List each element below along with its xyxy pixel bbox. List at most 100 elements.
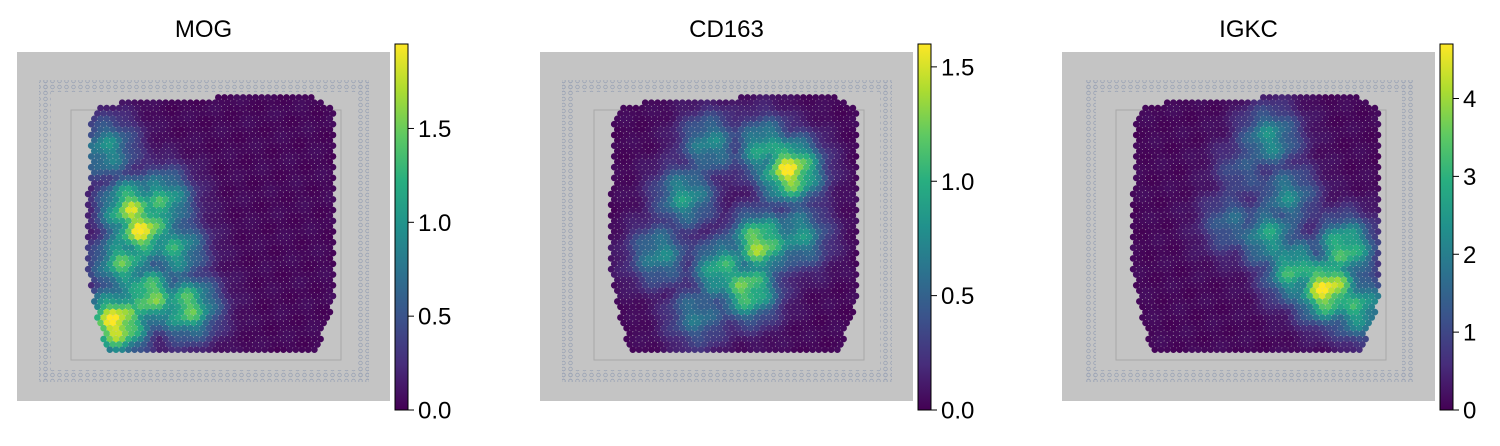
spot bbox=[174, 282, 182, 289]
colorbar-gradient bbox=[394, 43, 409, 411]
spot bbox=[84, 233, 92, 241]
spot bbox=[236, 346, 244, 354]
spot bbox=[196, 180, 203, 187]
spot bbox=[317, 196, 324, 203]
spot bbox=[277, 94, 284, 101]
spot bbox=[809, 346, 816, 354]
spot bbox=[208, 255, 216, 262]
spot bbox=[230, 174, 238, 182]
spot bbox=[230, 260, 238, 268]
spot bbox=[298, 228, 306, 235]
spot bbox=[283, 308, 290, 316]
spot bbox=[286, 131, 293, 139]
spot bbox=[174, 292, 182, 300]
spot bbox=[171, 169, 179, 176]
spot bbox=[261, 228, 269, 235]
spot bbox=[308, 244, 315, 251]
spot bbox=[239, 212, 247, 219]
spot bbox=[311, 142, 318, 149]
spot bbox=[249, 314, 256, 321]
spot bbox=[286, 163, 293, 171]
spot bbox=[184, 276, 191, 284]
spot bbox=[156, 142, 163, 149]
spot bbox=[91, 180, 98, 187]
spot bbox=[292, 282, 300, 289]
spot bbox=[246, 287, 253, 295]
spot bbox=[286, 314, 293, 321]
spot bbox=[143, 303, 151, 311]
spot bbox=[258, 115, 266, 123]
spot bbox=[196, 222, 203, 230]
spot bbox=[221, 265, 228, 273]
spot bbox=[215, 276, 222, 284]
spot bbox=[211, 303, 219, 311]
spot bbox=[270, 265, 278, 273]
spot bbox=[205, 228, 213, 235]
spot bbox=[806, 94, 813, 101]
spot bbox=[224, 110, 231, 117]
spot bbox=[140, 158, 148, 166]
spot bbox=[236, 131, 244, 139]
spot bbox=[249, 260, 256, 268]
spot bbox=[233, 180, 241, 187]
spot bbox=[314, 115, 321, 123]
spot bbox=[834, 346, 841, 354]
spot bbox=[122, 212, 129, 219]
spot bbox=[255, 142, 262, 149]
spot bbox=[270, 212, 278, 219]
spot bbox=[208, 104, 216, 112]
spot bbox=[236, 110, 244, 117]
spot bbox=[134, 137, 141, 144]
spot bbox=[329, 163, 337, 171]
spot bbox=[91, 190, 98, 198]
spot bbox=[140, 169, 148, 176]
spot bbox=[149, 131, 157, 139]
spot bbox=[177, 169, 185, 176]
spot bbox=[187, 324, 194, 332]
spot bbox=[109, 287, 117, 295]
spot bbox=[202, 233, 210, 241]
spot bbox=[267, 120, 275, 128]
spot bbox=[97, 265, 104, 273]
spot bbox=[149, 239, 157, 246]
spot bbox=[246, 158, 253, 166]
spot bbox=[131, 324, 138, 332]
spot bbox=[224, 153, 231, 160]
spot bbox=[246, 233, 253, 241]
spot bbox=[255, 303, 262, 311]
spot bbox=[103, 255, 110, 262]
colorbar-tick-label: 0.5 bbox=[418, 304, 451, 331]
expression-spots bbox=[607, 94, 860, 354]
spot bbox=[295, 115, 303, 123]
spot bbox=[277, 201, 284, 209]
spot bbox=[97, 126, 104, 133]
spot bbox=[289, 94, 297, 101]
spot bbox=[112, 260, 120, 268]
spot bbox=[215, 255, 222, 262]
spot bbox=[224, 196, 231, 203]
spot bbox=[168, 142, 176, 149]
spot bbox=[308, 287, 315, 295]
spot bbox=[239, 298, 247, 305]
spot bbox=[171, 265, 179, 273]
spot bbox=[249, 217, 256, 225]
spot bbox=[215, 158, 222, 166]
spot bbox=[103, 212, 110, 219]
spot bbox=[249, 324, 256, 332]
spot bbox=[236, 99, 244, 106]
spot bbox=[267, 153, 275, 160]
spot bbox=[103, 319, 110, 327]
spot bbox=[91, 158, 98, 166]
spot bbox=[165, 137, 172, 144]
spot bbox=[298, 196, 306, 203]
spot bbox=[261, 303, 269, 311]
spot bbox=[193, 163, 200, 171]
spot bbox=[218, 196, 225, 203]
spot bbox=[249, 174, 256, 182]
spot bbox=[196, 341, 203, 348]
spot bbox=[196, 233, 203, 241]
spot bbox=[280, 99, 287, 106]
spot bbox=[230, 217, 238, 225]
spot bbox=[143, 239, 151, 246]
spot bbox=[261, 196, 269, 203]
